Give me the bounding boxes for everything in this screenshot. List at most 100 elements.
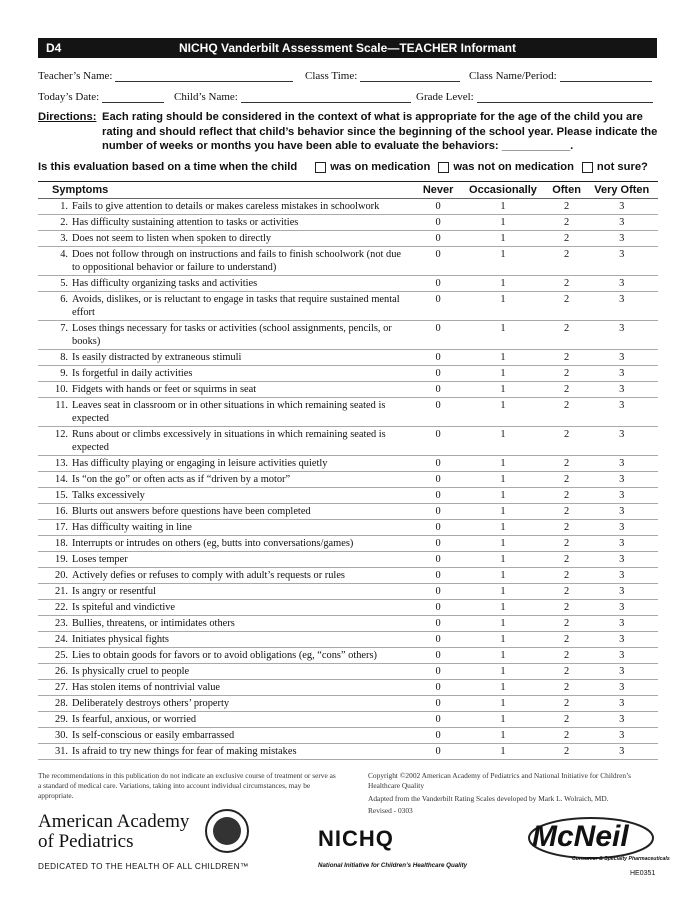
rating-option: 3 bbox=[585, 230, 658, 247]
rating-option: 3 bbox=[585, 599, 658, 616]
rating-option: 0 bbox=[418, 615, 459, 632]
rating-option: 0 bbox=[418, 599, 459, 616]
form-code: D4 bbox=[46, 41, 62, 55]
adapted-note: Adapted from the Vanderbilt Rating Scale… bbox=[368, 794, 609, 803]
rating-option: 2 bbox=[547, 320, 586, 350]
rating-option: 1 bbox=[458, 275, 548, 292]
symptom-row: 26. Is physically cruel to people 0 1 2 3 bbox=[38, 663, 658, 680]
revised-note: Revised - 0303 bbox=[368, 806, 413, 815]
rating-option: 3 bbox=[585, 320, 658, 350]
symptom-row: 21. Is angry or resentful 0 1 2 3 bbox=[38, 583, 658, 600]
rating-option: 1 bbox=[458, 711, 548, 728]
item-number: 4. bbox=[38, 246, 72, 276]
field: Class Time: bbox=[305, 70, 461, 82]
rating-option: 0 bbox=[418, 365, 459, 382]
rating-option: 2 bbox=[547, 743, 586, 760]
rating-option: 0 bbox=[418, 519, 459, 536]
field-label: Teacher’s Name: bbox=[38, 70, 113, 82]
symptom-row: 9. Is forgetful in daily activities 0 1 2 3 bbox=[38, 365, 658, 382]
checkbox[interactable] bbox=[315, 161, 327, 173]
rating-option: 0 bbox=[418, 743, 459, 760]
mcneil-subtitle: Consumer & Specialty Pharmaceuticals bbox=[572, 856, 670, 862]
rating-option: 0 bbox=[418, 711, 459, 728]
symptom-row: 24. Initiates physical fights 0 1 2 3 bbox=[38, 631, 658, 648]
blank bbox=[102, 92, 165, 103]
symptom-row: 19. Loses temper 0 1 2 3 bbox=[38, 551, 658, 568]
blank bbox=[115, 71, 294, 82]
rating-option: 3 bbox=[585, 535, 658, 552]
rating-option: 3 bbox=[585, 727, 658, 744]
field-label: Child’s Name: bbox=[174, 91, 238, 103]
rating-option: 1 bbox=[458, 487, 548, 504]
checkbox[interactable] bbox=[581, 161, 593, 173]
item-text: Is self-conscious or easily embarrassed bbox=[72, 727, 418, 744]
rating-option: 0 bbox=[418, 320, 459, 350]
rating-option: 1 bbox=[458, 727, 548, 744]
rating-option: 1 bbox=[458, 198, 548, 215]
disclaimer: The recommendations in this publication … bbox=[38, 771, 336, 800]
rating-option: 0 bbox=[418, 230, 459, 247]
item-number: 19. bbox=[38, 551, 72, 568]
item-number: 30. bbox=[38, 727, 72, 744]
item-text: Is physically cruel to people bbox=[72, 663, 418, 680]
field: Grade Level: bbox=[416, 91, 653, 103]
rating-option: 2 bbox=[547, 365, 586, 382]
rating-option: 3 bbox=[585, 198, 658, 215]
rating-option: 0 bbox=[418, 275, 459, 292]
field-label: Class Time: bbox=[305, 70, 358, 82]
rating-option: 2 bbox=[547, 599, 586, 616]
rating-option: 3 bbox=[585, 397, 658, 427]
item-text: Avoids, dislikes, or is reluctant to eng… bbox=[72, 291, 418, 321]
rating-option: 0 bbox=[418, 567, 459, 584]
item-text: Is spiteful and vindictive bbox=[72, 599, 418, 616]
rating-option: 3 bbox=[585, 567, 658, 584]
rating-option: 3 bbox=[585, 615, 658, 632]
item-number: 1. bbox=[38, 198, 72, 215]
rating-option: 0 bbox=[418, 535, 459, 552]
field-label: Class Name/Period: bbox=[469, 70, 557, 82]
rating-option: 2 bbox=[547, 198, 586, 215]
rating-option: 0 bbox=[418, 349, 459, 366]
item-text: Fails to give attention to details or ma… bbox=[72, 198, 418, 215]
item-text: Actively defies or refuses to comply wit… bbox=[72, 567, 418, 584]
item-text: Has difficulty playing or engaging in le… bbox=[72, 455, 418, 472]
item-number: 26. bbox=[38, 663, 72, 680]
symptom-row: 12. Runs about or climbs excessively in s… bbox=[38, 426, 658, 456]
rating-option: 2 bbox=[547, 647, 586, 664]
symptom-row: 4. Does not follow through on instruction… bbox=[38, 246, 658, 276]
rating-option: 0 bbox=[418, 214, 459, 231]
rating-option: 3 bbox=[585, 291, 658, 321]
rating-option: 1 bbox=[458, 503, 548, 520]
item-number: 14. bbox=[38, 471, 72, 488]
symptom-row: 22. Is spiteful and vindictive 0 1 2 3 bbox=[38, 599, 658, 616]
rating-option: 1 bbox=[458, 397, 548, 427]
mcneil-swoosh bbox=[528, 817, 654, 859]
rating-option: 2 bbox=[547, 711, 586, 728]
rating-option: 2 bbox=[547, 349, 586, 366]
rating-option: 1 bbox=[458, 349, 548, 366]
blank bbox=[360, 71, 461, 82]
question-text: Is this evaluation based on a time when … bbox=[38, 161, 298, 173]
symptom-row: 16. Blurts out answers before questions h… bbox=[38, 503, 658, 520]
item-text: Does not seem to listen when spoken to d… bbox=[72, 230, 418, 247]
rating-option: 1 bbox=[458, 519, 548, 536]
rating-option: 2 bbox=[547, 487, 586, 504]
aap-logo: American Academy of Pediatrics bbox=[38, 812, 189, 852]
rating-option: 1 bbox=[458, 320, 548, 350]
checkbox[interactable] bbox=[438, 161, 450, 173]
rating-option: 2 bbox=[547, 535, 586, 552]
medication-question: Is this evaluation based on a time when … bbox=[38, 161, 648, 173]
field-label: Grade Level: bbox=[416, 91, 474, 103]
field: Class Name/Period: bbox=[469, 70, 652, 82]
mcneil-logo: McNeil bbox=[532, 820, 629, 853]
item-text: Fidgets with hands or feet or squirms in… bbox=[72, 381, 418, 398]
rating-option: 1 bbox=[458, 230, 548, 247]
directions-label: Directions: bbox=[38, 111, 97, 123]
rating-option: 1 bbox=[458, 426, 548, 456]
directions-text: Each rating should be considered in the … bbox=[102, 111, 658, 152]
rating-option: 0 bbox=[418, 471, 459, 488]
symptom-row: 18. Interrupts or intrudes on others (eg,… bbox=[38, 535, 658, 552]
rating-option: 3 bbox=[585, 663, 658, 680]
rating-option: 3 bbox=[585, 503, 658, 520]
